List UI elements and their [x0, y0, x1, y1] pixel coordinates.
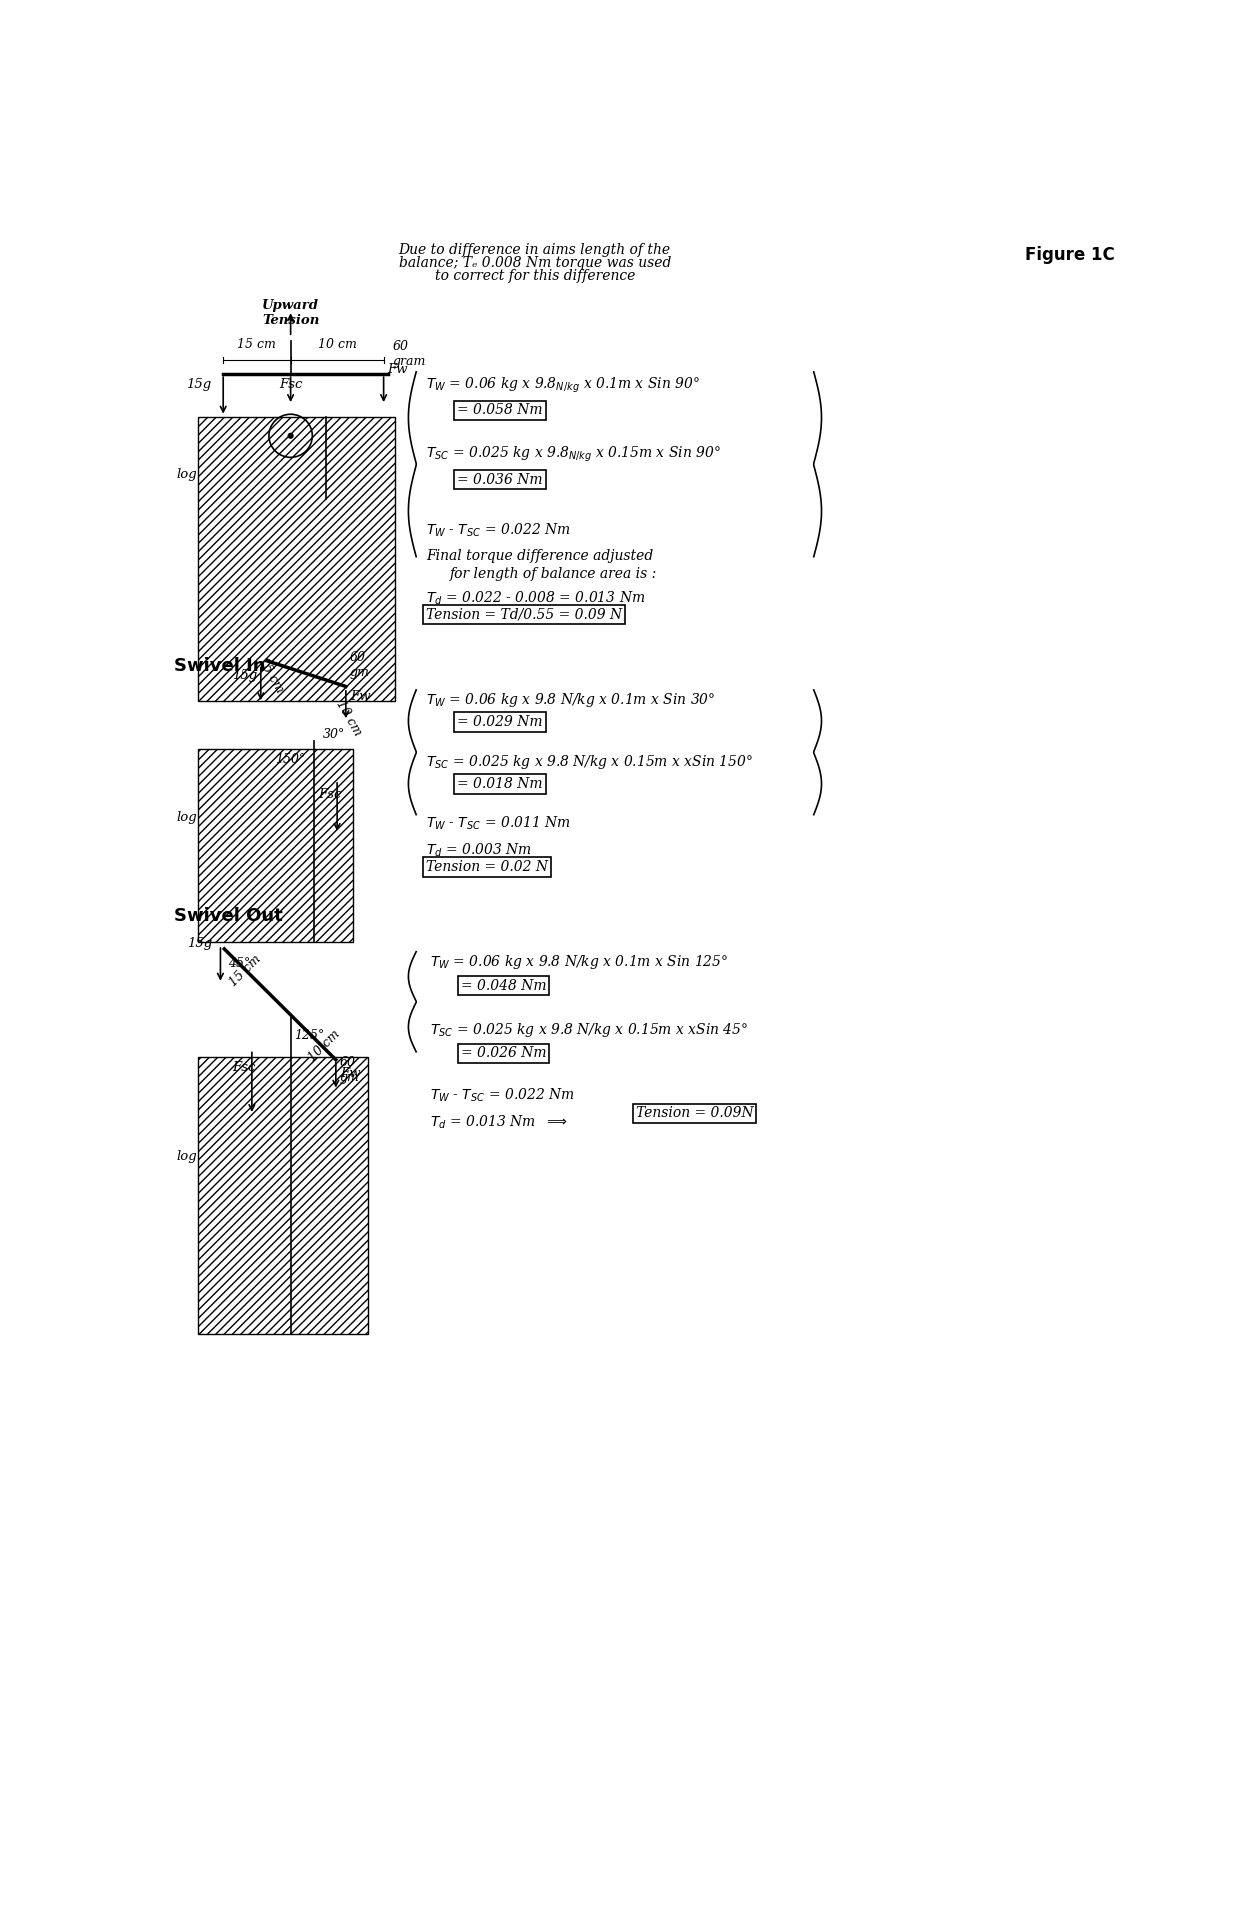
Bar — [197, 417, 396, 702]
Text: Fsc: Fsc — [279, 379, 303, 392]
Text: $T_d$ = 0.003 Nm: $T_d$ = 0.003 Nm — [427, 841, 532, 858]
Text: = 0.026 Nm: = 0.026 Nm — [461, 1046, 547, 1061]
Text: 10 cm: 10 cm — [306, 1027, 342, 1065]
Text: 60
gm: 60 gm — [350, 650, 370, 679]
Text: Tension = 0.02 N: Tension = 0.02 N — [427, 860, 548, 874]
Bar — [197, 1057, 368, 1335]
Text: = 0.018 Nm: = 0.018 Nm — [458, 776, 543, 792]
Text: Tension = Td/0.55 = 0.09 N: Tension = Td/0.55 = 0.09 N — [427, 608, 622, 621]
Text: $T_W$ - $T_{SC}$ = 0.011 Nm: $T_W$ - $T_{SC}$ = 0.011 Nm — [427, 815, 570, 832]
Text: 150°: 150° — [275, 753, 305, 767]
Text: $T_{SC}$ = 0.025 kg x 9.8 N/kg x 0.15m x xSin 45°: $T_{SC}$ = 0.025 kg x 9.8 N/kg x 0.15m x… — [430, 1021, 748, 1038]
Text: Fw: Fw — [340, 1067, 361, 1080]
Text: Due to difference in aims length of the: Due to difference in aims length of the — [399, 243, 671, 258]
Text: Final torque difference adjusted: Final torque difference adjusted — [427, 549, 653, 562]
Text: = 0.058 Nm: = 0.058 Nm — [458, 403, 543, 417]
Text: 15 cm: 15 cm — [237, 338, 277, 352]
Text: Swivel In: Swivel In — [175, 658, 265, 675]
Text: 10 cm: 10 cm — [317, 338, 357, 352]
Text: 45°: 45° — [228, 956, 250, 969]
Text: $T_d$ = 0.022 - 0.008 = 0.013 Nm: $T_d$ = 0.022 - 0.008 = 0.013 Nm — [427, 589, 646, 608]
Text: balance; Tₑ 0.008 Nm torque was used: balance; Tₑ 0.008 Nm torque was used — [398, 256, 671, 270]
Text: log: log — [176, 811, 197, 824]
Text: $T_W$ = 0.06 kg x 9.8 N/kg x 0.1m x Sin 125°: $T_W$ = 0.06 kg x 9.8 N/kg x 0.1m x Sin … — [430, 954, 728, 971]
Text: 15 cm: 15 cm — [227, 952, 263, 990]
Text: Tension = 0.09N: Tension = 0.09N — [635, 1107, 753, 1120]
Text: Upward
Tension: Upward Tension — [262, 298, 320, 327]
Text: 10 cm: 10 cm — [334, 698, 365, 738]
Text: Fw: Fw — [350, 690, 371, 704]
Text: to correct for this difference: to correct for this difference — [434, 270, 635, 283]
Text: $T_W$ - $T_{SC}$ = 0.022 Nm: $T_W$ - $T_{SC}$ = 0.022 Nm — [430, 1086, 575, 1103]
Text: 15g: 15g — [187, 937, 212, 950]
Text: $T_W$ - $T_{SC}$ = 0.022 Nm: $T_W$ - $T_{SC}$ = 0.022 Nm — [427, 522, 570, 539]
Bar — [197, 750, 352, 943]
Text: log: log — [176, 468, 197, 482]
Text: 60
gram: 60 gram — [393, 340, 427, 367]
Text: Fsc: Fsc — [317, 788, 341, 801]
Text: 125°: 125° — [295, 1029, 325, 1042]
Text: Figure 1C: Figure 1C — [1024, 247, 1115, 264]
Text: 60
gm: 60 gm — [340, 1055, 360, 1084]
Text: log: log — [176, 1149, 197, 1162]
Circle shape — [288, 432, 294, 440]
Text: = 0.029 Nm: = 0.029 Nm — [458, 715, 543, 728]
Text: 30°: 30° — [324, 728, 346, 740]
Text: for length of balance area is :: for length of balance area is : — [449, 566, 657, 581]
Text: $T_W$ = 0.06 kg x 9.8 N/kg x 0.1m x Sin 30°: $T_W$ = 0.06 kg x 9.8 N/kg x 0.1m x Sin … — [427, 692, 715, 709]
Text: $T_{SC}$ = 0.025 kg x 9.8$_{N/kg}$ x 0.15m x Sin 90°: $T_{SC}$ = 0.025 kg x 9.8$_{N/kg}$ x 0.1… — [427, 445, 720, 465]
Text: Fsc: Fsc — [233, 1061, 255, 1075]
Text: $T_W$ = 0.06 kg x 9.8$_{N/kg}$ x 0.1m x Sin 90°: $T_W$ = 0.06 kg x 9.8$_{N/kg}$ x 0.1m x … — [427, 377, 699, 396]
Text: $T_d$ = 0.013 Nm  $\Longrightarrow$: $T_d$ = 0.013 Nm $\Longrightarrow$ — [430, 1113, 568, 1130]
Text: 15g: 15g — [186, 379, 211, 392]
Text: 15g: 15g — [232, 669, 258, 681]
Text: Fw: Fw — [387, 363, 408, 375]
Text: Swivel Out: Swivel Out — [175, 906, 283, 925]
Text: 15 cm: 15 cm — [255, 654, 286, 694]
Text: = 0.048 Nm: = 0.048 Nm — [461, 979, 547, 992]
Text: = 0.036 Nm: = 0.036 Nm — [458, 472, 543, 488]
Text: $T_{SC}$ = 0.025 kg x 9.8 N/kg x 0.15m x xSin 150°: $T_{SC}$ = 0.025 kg x 9.8 N/kg x 0.15m x… — [427, 753, 753, 771]
